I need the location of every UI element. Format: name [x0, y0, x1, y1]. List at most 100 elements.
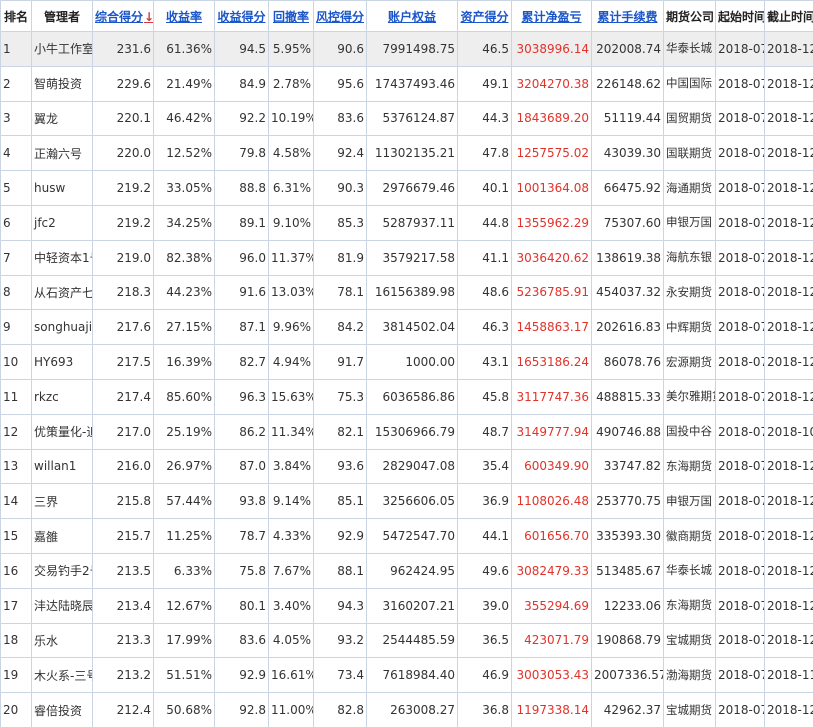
- header-total-score-label[interactable]: 综合得分: [95, 9, 144, 24]
- cell-yield-rate: 11.25%: [153, 518, 215, 554]
- cell-fee: 75307.60: [591, 204, 664, 241]
- cell-manager[interactable]: 嘉雒: [31, 518, 93, 554]
- cell-manager[interactable]: 从石资产七号: [31, 274, 93, 311]
- cell-net-profit: 355294.69: [511, 587, 592, 624]
- cell-manager[interactable]: 木火系-三号: [31, 657, 93, 694]
- table-row[interactable]: 16交易钓手2号213.56.33%75.87.67%88.1962424.95…: [0, 552, 813, 589]
- cell-manager[interactable]: willan1: [31, 448, 93, 485]
- table-row[interactable]: 10 HY693 217.5 16.39% 82.7 4.94% 91.7 1000.00 43…: [0, 344, 813, 380]
- cell-company: 东海期货: [663, 587, 716, 624]
- table-row[interactable]: 7中轻资本1号219.082.38%96.011.37%81.93579217.…: [0, 239, 813, 276]
- cell-fee: 43039.30: [591, 135, 664, 172]
- cell-manager[interactable]: 优策量化-追风: [31, 413, 93, 450]
- cell-manager[interactable]: songhuajiang: [31, 309, 93, 346]
- table-row[interactable]: 3 翼龙 220.1 46.42% 92.2 10.19% 83.6 5376124.87 44…: [0, 100, 813, 137]
- cell-manager[interactable]: HY693: [31, 344, 93, 380]
- cell-end-date: 2018-12-04: [764, 552, 813, 589]
- cell-manager[interactable]: 正瀚六号: [31, 135, 93, 172]
- cell-asset-score: 44.8: [457, 204, 512, 241]
- table-row[interactable]: 18 乐水 213.3 17.99% 83.6 4.05% 93.2 2544485.59 36…: [0, 622, 813, 659]
- cell-yield-score: 92.2: [214, 100, 269, 137]
- cell-equity: 5287937.11: [366, 204, 458, 241]
- table-row[interactable]: 20 睿倍投资 212.4 50.68% 92.8 11.00% 82.8 263008.27…: [0, 692, 813, 727]
- cell-manager[interactable]: jfc2: [31, 204, 93, 241]
- cell-risk-score: 83.6: [313, 100, 367, 137]
- cell-total-score: 217.4: [92, 378, 154, 415]
- header-yield-rate-label[interactable]: 收益率: [165, 9, 202, 24]
- cell-total-score: 219.2: [92, 204, 154, 241]
- table-row[interactable]: 5 husw 219.2 33.05% 88.8 6.31% 90.3 2976679.46 4…: [0, 170, 813, 206]
- cell-drawdown: 9.14%: [268, 483, 314, 520]
- header-asset-score[interactable]: 资产得分: [457, 0, 512, 32]
- cell-manager[interactable]: 中轻资本1号: [31, 239, 93, 276]
- cell-rank: 14: [0, 483, 32, 520]
- header-yield-score[interactable]: 收益得分: [214, 0, 269, 32]
- cell-fee: 33747.82: [591, 448, 664, 485]
- header-risk-score[interactable]: 风控得分: [313, 0, 367, 32]
- table-row[interactable]: 9songhuajiang217.627.15%87.19.96%84.2381…: [0, 309, 813, 346]
- cell-drawdown: 11.34%: [268, 413, 314, 450]
- header-drawdown-label[interactable]: 回撤率: [272, 9, 309, 24]
- cell-drawdown: 4.94%: [268, 344, 314, 380]
- cell-drawdown: 4.33%: [268, 518, 314, 554]
- cell-manager[interactable]: rkzc: [31, 378, 93, 415]
- header-total-score[interactable]: 综合得分↓: [92, 0, 154, 32]
- header-yield-score-label[interactable]: 收益得分: [217, 9, 266, 24]
- cell-risk-score: 92.9: [313, 518, 367, 554]
- cell-yield-rate: 57.44%: [153, 483, 215, 520]
- cell-manager[interactable]: 小牛工作室: [31, 31, 93, 67]
- header-asset-score-label[interactable]: 资产得分: [460, 9, 509, 24]
- table-row[interactable]: 2 智萌投资 229.6 21.49% 84.9 2.78% 95.6 17437493.46…: [0, 65, 813, 102]
- table-row[interactable]: 13 willan1 216.0 26.97% 87.0 3.84% 93.6 2829047…: [0, 448, 813, 485]
- cell-manager[interactable]: 睿倍投资: [31, 692, 93, 727]
- table-row[interactable]: 6 jfc2 219.2 34.25% 89.1 9.10% 85.3 5287937.11 4…: [0, 204, 813, 241]
- cell-manager[interactable]: 沣达陆晓辰: [31, 587, 93, 624]
- cell-end-date: 2018-12-04: [764, 622, 813, 659]
- cell-net-profit: 600349.90: [511, 448, 592, 485]
- table-row[interactable]: 1 小牛工作室 231.6 61.36% 94.5 5.95% 90.6 7991498.75…: [0, 31, 813, 67]
- cell-end-date: 2018-12-04: [764, 65, 813, 102]
- cell-company: 华泰长城: [663, 31, 716, 67]
- cell-yield-score: 88.8: [214, 170, 269, 206]
- cell-fee: 2007336.57: [591, 657, 664, 694]
- cell-manager[interactable]: husw: [31, 170, 93, 206]
- cell-total-score: 213.3: [92, 622, 154, 659]
- header-start: 起始时间: [715, 0, 765, 32]
- header-equity[interactable]: 账户权益: [366, 0, 458, 32]
- header-company: 期货公司: [663, 0, 716, 32]
- table-row[interactable]: 8从石资产七号218.344.23%91.613.03%78.116156389…: [0, 274, 813, 311]
- cell-rank: 15: [0, 518, 32, 554]
- cell-drawdown: 9.96%: [268, 309, 314, 346]
- cell-manager[interactable]: 乐水: [31, 622, 93, 659]
- cell-equity: 5376124.87: [366, 100, 458, 137]
- table-row[interactable]: 14 三界 215.8 57.44% 93.8 9.14% 85.1 3256606.05 36…: [0, 483, 813, 520]
- table-row[interactable]: 15 嘉雒 215.7 11.25% 78.7 4.33% 92.9 5472547.70 44…: [0, 518, 813, 554]
- cell-yield-rate: 6.33%: [153, 552, 215, 589]
- header-net-profit-label[interactable]: 累计净盈亏: [521, 9, 582, 24]
- table-row[interactable]: 19 木火系-三号 213.2 51.51% 92.9 16.61% 73.4 7618984…: [0, 657, 813, 694]
- cell-rank: 11: [0, 378, 32, 415]
- header-equity-label[interactable]: 账户权益: [387, 9, 436, 24]
- header-net-profit[interactable]: 累计净盈亏: [511, 0, 592, 32]
- table-row[interactable]: 17 沣达陆晓辰 213.4 12.67% 80.1 3.40% 94.3 3160207.2…: [0, 587, 813, 624]
- cell-total-score: 216.0: [92, 448, 154, 485]
- cell-asset-score: 46.9: [457, 657, 512, 694]
- cell-end-date: 2018-12-04: [764, 170, 813, 206]
- cell-manager[interactable]: 智萌投资: [31, 65, 93, 102]
- cell-company: 申银万国: [663, 483, 716, 520]
- cell-company: 中辉期货: [663, 309, 716, 346]
- cell-company: 申银万国: [663, 204, 716, 241]
- cell-manager[interactable]: 交易钓手2号: [31, 552, 93, 589]
- header-fee[interactable]: 累计手续费: [591, 0, 664, 32]
- table-row[interactable]: 11 rkzc 217.4 85.60% 96.3 15.63% 75.3 6036586.8…: [0, 378, 813, 415]
- header-drawdown[interactable]: 回撤率: [268, 0, 314, 32]
- cell-rank: 9: [0, 309, 32, 346]
- cell-total-score: 218.3: [92, 274, 154, 311]
- cell-manager[interactable]: 翼龙: [31, 100, 93, 137]
- header-yield-rate[interactable]: 收益率: [153, 0, 215, 32]
- cell-manager[interactable]: 三界: [31, 483, 93, 520]
- header-risk-score-label[interactable]: 风控得分: [316, 9, 365, 24]
- table-row[interactable]: 4 正瀚六号 220.0 12.52% 79.8 4.58% 92.4 11302135.21…: [0, 135, 813, 172]
- header-fee-label[interactable]: 累计手续费: [597, 9, 658, 24]
- table-row[interactable]: 12优策量化-追风217.025.19%86.211.34%82.1153069…: [0, 413, 813, 450]
